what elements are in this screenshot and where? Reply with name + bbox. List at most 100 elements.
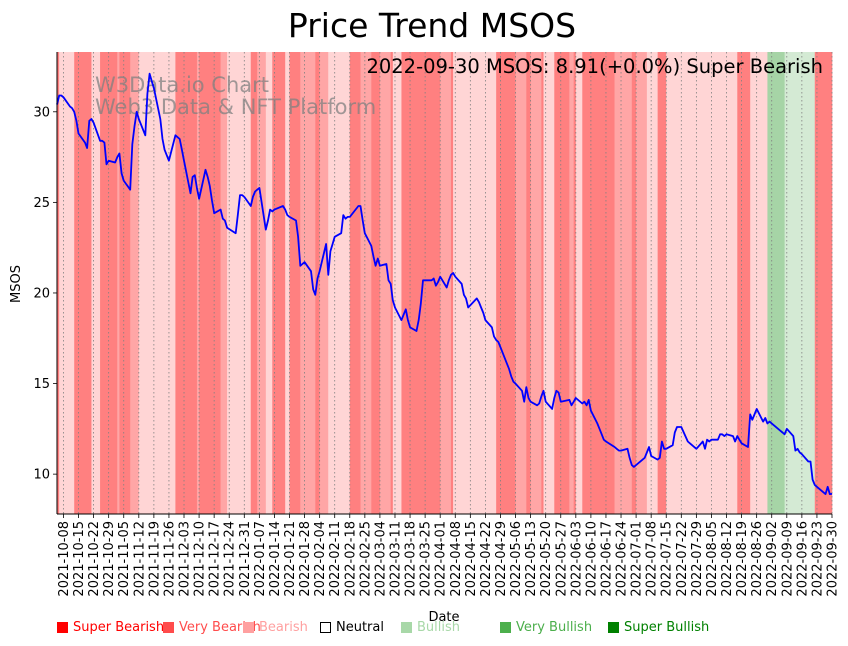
legend-item-neutral: Neutral: [320, 620, 384, 635]
sentiment-band-very-bearish: [300, 52, 316, 514]
x-tick-label: 2022-07-29: [690, 521, 705, 597]
legend-item-bearish: Bearish: [243, 620, 308, 635]
legend-swatch: [608, 622, 619, 633]
legend-swatch: [500, 622, 511, 633]
x-tick-label: 2022-06-03: [569, 521, 584, 597]
x-tick-label: 2022-03-25: [419, 521, 434, 597]
sentiment-band-very-bearish: [614, 52, 633, 514]
y-tick-label: 20: [33, 286, 50, 301]
x-tick-label: 2022-01-28: [298, 521, 313, 597]
x-tick-label: 2021-12-10: [193, 521, 208, 597]
x-tick-label: 2022-07-22: [675, 521, 690, 597]
price-line-msos: [56, 72, 833, 495]
sentiment-band-super-bearish: [349, 52, 361, 514]
sentiment-band-super-bearish: [450, 52, 454, 514]
x-tick-label: 2022-05-06: [509, 521, 524, 597]
x-tick-label: 2022-04-08: [449, 521, 464, 597]
sentiment-band-bearish: [285, 52, 290, 514]
x-tick-label: 2022-04-29: [494, 521, 509, 597]
sentiment-band-very-bearish: [220, 52, 228, 514]
x-tick-label: 2022-02-04: [313, 521, 328, 597]
sentiment-band-bearish: [575, 52, 583, 514]
x-tick-label: 2021-11-26: [162, 521, 177, 597]
y-tick-label: 10: [33, 468, 50, 483]
x-tick-label: 2022-02-18: [343, 521, 358, 597]
sentiment-band-super-bearish: [582, 52, 615, 514]
x-tick-label: 2021-11-19: [147, 521, 162, 597]
legend-swatch: [243, 622, 254, 633]
legend-swatch: [57, 622, 68, 633]
sentiment-band-very-bearish: [440, 52, 452, 514]
y-axis-label: MSOS: [9, 265, 24, 303]
sentiment-band-bearish: [59, 52, 75, 514]
x-tick-label: 2022-08-05: [705, 521, 720, 597]
legend-label: Bearish: [259, 620, 308, 635]
legend-label: Very Bearish: [179, 620, 261, 635]
legend-item-super-bullish: Super Bullish: [608, 620, 709, 635]
x-tick-label: 2022-03-11: [388, 521, 403, 597]
x-tick-label: 2022-08-19: [735, 521, 750, 597]
legend-swatch: [401, 622, 412, 633]
sentiment-band-super-bearish: [74, 52, 92, 514]
sentiment-band-very-bearish: [360, 52, 372, 514]
x-tick-label: 2022-03-18: [404, 521, 419, 597]
x-tick-label: 2021-12-17: [208, 521, 223, 597]
x-tick-label: 2022-02-11: [328, 521, 343, 597]
x-tick-label: 2021-12-03: [178, 521, 193, 597]
sentiment-band-very-bearish: [569, 52, 574, 514]
legend-item-very-bullish: Very Bullish: [500, 620, 592, 635]
sentiment-band-bearish: [453, 52, 497, 514]
y-tick-label: 15: [33, 377, 50, 392]
sentiment-band-super-bearish: [554, 52, 570, 514]
sentiment-band-very-bearish: [130, 52, 140, 514]
legend-item-super-bearish: Super Bearish: [57, 620, 164, 635]
sentiment-band-bearish: [227, 52, 252, 514]
sentiment-band-bearish: [328, 52, 351, 514]
sentiment-band-very-bearish: [117, 52, 120, 514]
sentiment-band-super-bearish: [573, 52, 577, 514]
sentiment-band-very-bullish: [767, 52, 785, 514]
sentiment-band-bearish: [543, 52, 555, 514]
x-tick-label: 2022-07-15: [660, 521, 675, 597]
x-tick-label: 2021-11-05: [117, 521, 132, 597]
x-tick-label: 2022-09-02: [765, 521, 780, 597]
x-tick-label: 2022-03-04: [373, 521, 388, 597]
sentiment-band-super-bearish: [100, 52, 118, 514]
legend-item-bullish: Bullish: [401, 620, 460, 635]
x-tick-label: 2022-02-25: [358, 521, 373, 597]
sentiment-band-super-bearish: [657, 52, 667, 514]
x-tick-label: 2022-04-22: [479, 521, 494, 597]
x-tick-label: 2021-12-31: [238, 521, 253, 597]
sentiment-band-super-bearish: [631, 52, 637, 514]
sentiment-band-very-bearish: [196, 52, 200, 514]
x-tick-label: 2022-08-26: [750, 521, 765, 597]
x-tick-label: 2021-11-12: [132, 521, 147, 597]
x-tick-label: 2022-09-23: [810, 521, 825, 597]
sentiment-band-bearish: [666, 52, 738, 514]
sentiment-band-very-bearish: [257, 52, 267, 514]
sentiment-band-super-bearish: [541, 52, 544, 514]
sentiment-band-bullish: [784, 52, 816, 514]
x-tick-label: 2022-05-20: [539, 521, 554, 597]
x-tick-label: 2022-04-15: [464, 521, 479, 597]
x-tick-label: 2022-06-24: [615, 521, 630, 597]
legend-swatch: [163, 622, 174, 633]
x-tick-label: 2022-09-16: [795, 521, 810, 597]
sentiment-band-super-bearish: [250, 52, 258, 514]
x-tick-label: 2022-01-21: [283, 521, 298, 597]
watermark-line-2: Web3 Data & NFT Platform: [95, 95, 376, 119]
x-tick-label: 2022-05-13: [524, 521, 539, 597]
axes: [56, 52, 832, 515]
y-axis-ticks: 10 15 20 25 30: [33, 105, 57, 483]
legend-label: Super Bullish: [624, 620, 710, 635]
sentiment-band-very-bearish: [530, 52, 542, 514]
x-tick-label: 2022-05-27: [554, 521, 569, 597]
sentiment-band-very-bearish: [636, 52, 648, 514]
sentiment-band-bearish: [265, 52, 273, 514]
x-tick-label: 2021-10-29: [102, 521, 117, 597]
sentiment-band-super-bearish: [526, 52, 531, 514]
legend-label: Neutral: [336, 620, 384, 635]
watermark-line-1: W3Data.io Chart: [95, 73, 269, 97]
x-tick-label: 2022-04-01: [434, 521, 449, 597]
